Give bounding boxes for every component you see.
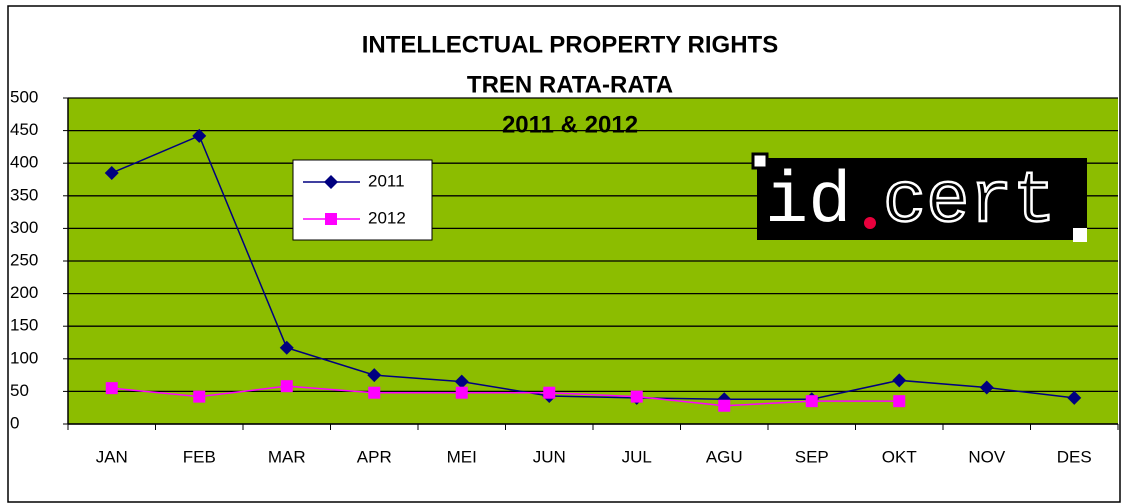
point [1067, 390, 1082, 405]
point [105, 382, 118, 395]
x-tick-label: DES [1057, 447, 1092, 466]
logo-text: cert [883, 161, 1056, 243]
legend-label: 2012 [368, 208, 406, 227]
point [893, 395, 906, 408]
legend [292, 159, 433, 241]
point [368, 386, 381, 399]
series-line [111, 134, 1075, 400]
x-tick-label: AGU [706, 447, 743, 466]
legend-marker [324, 175, 338, 189]
y-tick-label: 500 [10, 87, 38, 106]
x-tick-label: NOV [968, 447, 1006, 466]
y-tick-label: 350 [10, 185, 38, 204]
x-tick-label: OKT [882, 447, 917, 466]
legend-marker [325, 213, 337, 225]
point [454, 374, 469, 389]
x-tick-label: JAN [96, 447, 128, 466]
point [104, 165, 119, 180]
series-line [111, 385, 900, 407]
logo-dot [864, 217, 876, 229]
point [805, 395, 818, 408]
legend-label: 2011 [368, 171, 405, 190]
y-tick-label: 400 [10, 153, 38, 172]
point [192, 128, 207, 143]
x-tick-label: SEP [795, 447, 829, 466]
y-tick-label: 300 [10, 218, 38, 237]
x-tick-label: MEI [447, 447, 477, 466]
point [979, 380, 994, 395]
y-tick-label: 450 [10, 120, 38, 139]
logo-square [751, 152, 769, 170]
point [455, 386, 468, 399]
point [279, 340, 294, 355]
logo-box [757, 158, 1087, 240]
x-tick-label: JUL [622, 447, 652, 466]
logo-text: id [765, 161, 851, 243]
point [280, 380, 293, 393]
y-tick-label: 150 [10, 316, 38, 335]
y-tick-label: 200 [10, 283, 38, 302]
chart-subtitle: TREN RATA-RATA [467, 71, 673, 98]
y-tick-label: 50 [10, 381, 29, 400]
logo-square [1073, 228, 1087, 242]
x-tick-label: MAR [268, 447, 306, 466]
chart-title: INTELLECTUAL PROPERTY RIGHTS [362, 31, 778, 58]
y-tick-label: 100 [10, 348, 38, 367]
point [193, 390, 206, 403]
y-tick-label: 250 [10, 250, 38, 269]
point [718, 399, 731, 412]
y-tick-label: 0 [10, 413, 19, 432]
point [543, 386, 556, 399]
logo: id cert [751, 152, 1087, 244]
chart-subtitle: 2011 & 2012 [502, 111, 638, 138]
point [630, 390, 643, 403]
x-tick-label: FEB [183, 447, 216, 466]
x-tick-label: APR [357, 447, 392, 466]
point [367, 368, 382, 383]
point [892, 373, 907, 388]
x-tick-label: JUN [533, 447, 566, 466]
